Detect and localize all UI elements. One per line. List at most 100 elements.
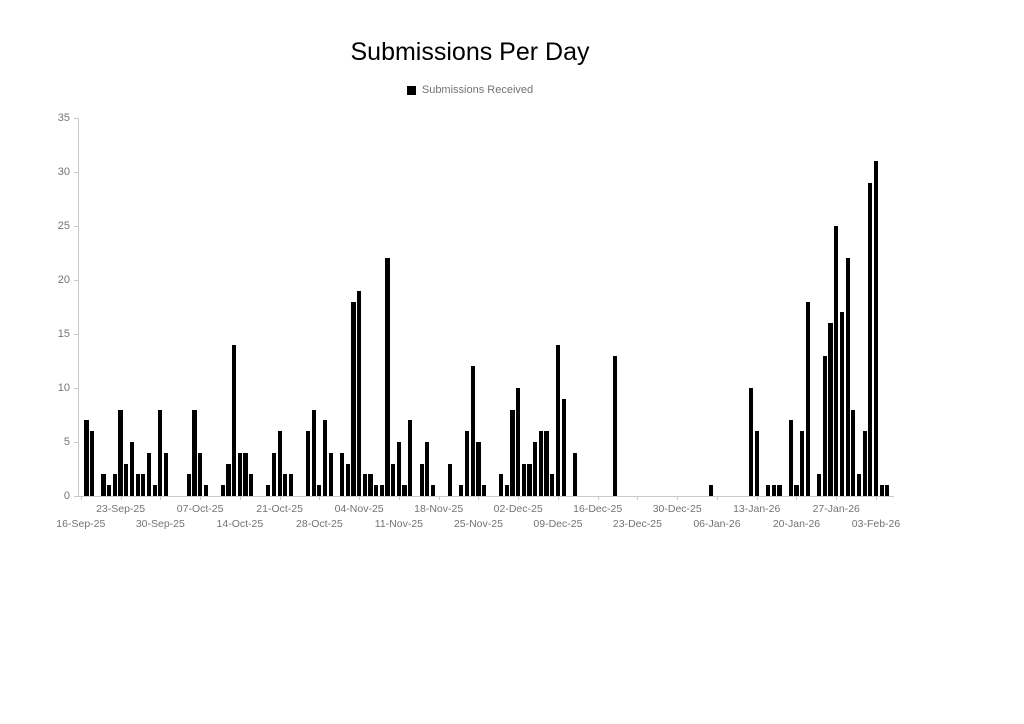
- bar-05-Jan-26: [709, 485, 714, 496]
- y-tick: [74, 226, 78, 227]
- bar-28-Jan-26: [839, 312, 844, 496]
- x-tick: [478, 496, 480, 500]
- x-tick-label: 16-Sep-25: [56, 518, 106, 530]
- x-tick-label: 28-Oct-25: [296, 518, 343, 530]
- bar-17-Nov-25: [430, 485, 436, 496]
- bar-09-Dec-25: [555, 344, 561, 496]
- bar-19-Jan-26: [788, 420, 793, 496]
- bar-29-Sep-25: [152, 485, 157, 496]
- bar-15-Jan-26: [765, 485, 771, 496]
- bar-08-Dec-25: [550, 474, 555, 496]
- bar-17-Sep-25: [84, 420, 89, 496]
- x-tick: [597, 496, 599, 500]
- bar-26-Oct-25: [305, 431, 311, 496]
- bar-12-Dec-25: [572, 452, 578, 496]
- y-tick: [74, 118, 78, 119]
- bar-21-Oct-25: [277, 431, 282, 496]
- bar-11-Nov-25: [396, 442, 401, 496]
- bar-18-Sep-25: [90, 431, 95, 496]
- bar-01-Dec-25: [510, 409, 515, 496]
- bar-15-Oct-25: [243, 452, 248, 496]
- x-tick-label: 27-Jan-26: [812, 503, 860, 515]
- bar-21-Jan-26: [800, 431, 805, 496]
- bar-28-Oct-25: [317, 485, 322, 496]
- x-tick-label: 20-Jan-26: [772, 518, 821, 530]
- x-tick-label: 11-Nov-25: [374, 518, 424, 530]
- x-tick-label: 23-Dec-25: [612, 518, 662, 530]
- bar-04-Dec-25: [527, 463, 532, 496]
- bar-12-Nov-25: [402, 485, 407, 496]
- bar-30-Sep-25: [158, 409, 163, 496]
- bar-22-Nov-25: [459, 485, 464, 496]
- bar-25-Jan-26: [822, 355, 827, 496]
- bar-06-Dec-25: [538, 431, 543, 496]
- bar-23-Oct-25: [288, 474, 294, 496]
- y-tick: [74, 280, 78, 281]
- y-axis-line: [78, 118, 79, 497]
- x-tick-label: 30-Dec-25: [652, 503, 702, 515]
- bar-29-Nov-25: [499, 474, 504, 496]
- bar-04-Feb-26: [879, 485, 884, 496]
- x-tick: [438, 496, 440, 500]
- bar-31-Jan-26: [856, 474, 862, 496]
- bar-10-Nov-25: [391, 463, 396, 496]
- bar-17-Jan-26: [777, 485, 782, 496]
- x-tick-label: 21-Oct-25: [256, 503, 303, 515]
- x-tick-label: 14-Oct-25: [216, 518, 264, 530]
- x-tick-label: 04-Nov-25: [334, 503, 384, 515]
- y-tick-label: 30: [57, 166, 70, 178]
- bar-27-Sep-25: [141, 474, 146, 496]
- x-tick-label: 30-Sep-25: [135, 518, 185, 530]
- bar-13-Jan-26: [754, 431, 759, 496]
- bar-02-Feb-26: [868, 182, 873, 496]
- bar-29-Oct-25: [322, 420, 328, 496]
- bar-19-Dec-25: [612, 355, 617, 496]
- x-tick: [319, 496, 321, 500]
- x-tick-label: 03-Feb-26: [851, 518, 901, 530]
- bar-03-Feb-26: [873, 161, 879, 496]
- bar-14-Oct-25: [237, 452, 242, 496]
- x-tick: [756, 496, 758, 500]
- bar-26-Nov-25: [482, 485, 487, 496]
- x-tick-label: 07-Oct-25: [176, 503, 224, 515]
- y-tick: [74, 388, 78, 389]
- bar-06-Oct-25: [192, 409, 197, 496]
- bar-20-Sep-25: [101, 474, 106, 496]
- bar-25-Sep-25: [129, 442, 135, 496]
- bar-30-Jan-26: [851, 409, 856, 496]
- bar-22-Jan-26: [805, 301, 810, 496]
- bar-27-Oct-25: [311, 409, 316, 496]
- x-tick: [716, 496, 718, 500]
- x-tick: [677, 496, 679, 500]
- x-tick: [200, 496, 202, 500]
- bar-03-Dec-25: [521, 463, 526, 496]
- x-tick-label: 02-Dec-25: [493, 503, 543, 515]
- x-tick: [796, 496, 798, 500]
- bar-08-Oct-25: [203, 485, 208, 496]
- bar-27-Jan-26: [834, 226, 839, 496]
- bar-05-Dec-25: [533, 442, 538, 496]
- x-axis-line: [78, 496, 894, 497]
- bar-28-Sep-25: [146, 452, 152, 496]
- bar-15-Nov-25: [419, 463, 424, 496]
- bar-01-Feb-26: [862, 431, 867, 496]
- x-tick-label: 18-Nov-25: [414, 503, 464, 515]
- bar-13-Oct-25: [232, 344, 237, 496]
- bar-26-Sep-25: [135, 474, 140, 496]
- bar-12-Oct-25: [226, 463, 231, 496]
- chart-title: Submissions Per Day: [350, 38, 590, 66]
- x-tick: [637, 496, 639, 500]
- bar-03-Nov-25: [351, 301, 356, 496]
- y-tick: [74, 496, 78, 497]
- legend-series-marker: [406, 85, 416, 95]
- y-tick-label: 10: [57, 382, 70, 394]
- bar-24-Sep-25: [124, 463, 129, 496]
- bar-01-Oct-25: [163, 452, 169, 496]
- legend: Submissions Received: [0, 83, 940, 97]
- bar-20-Oct-25: [271, 452, 277, 496]
- x-tick: [120, 496, 122, 500]
- bar-02-Nov-25: [345, 463, 350, 496]
- bar-16-Jan-26: [771, 485, 776, 496]
- x-tick: [160, 496, 162, 500]
